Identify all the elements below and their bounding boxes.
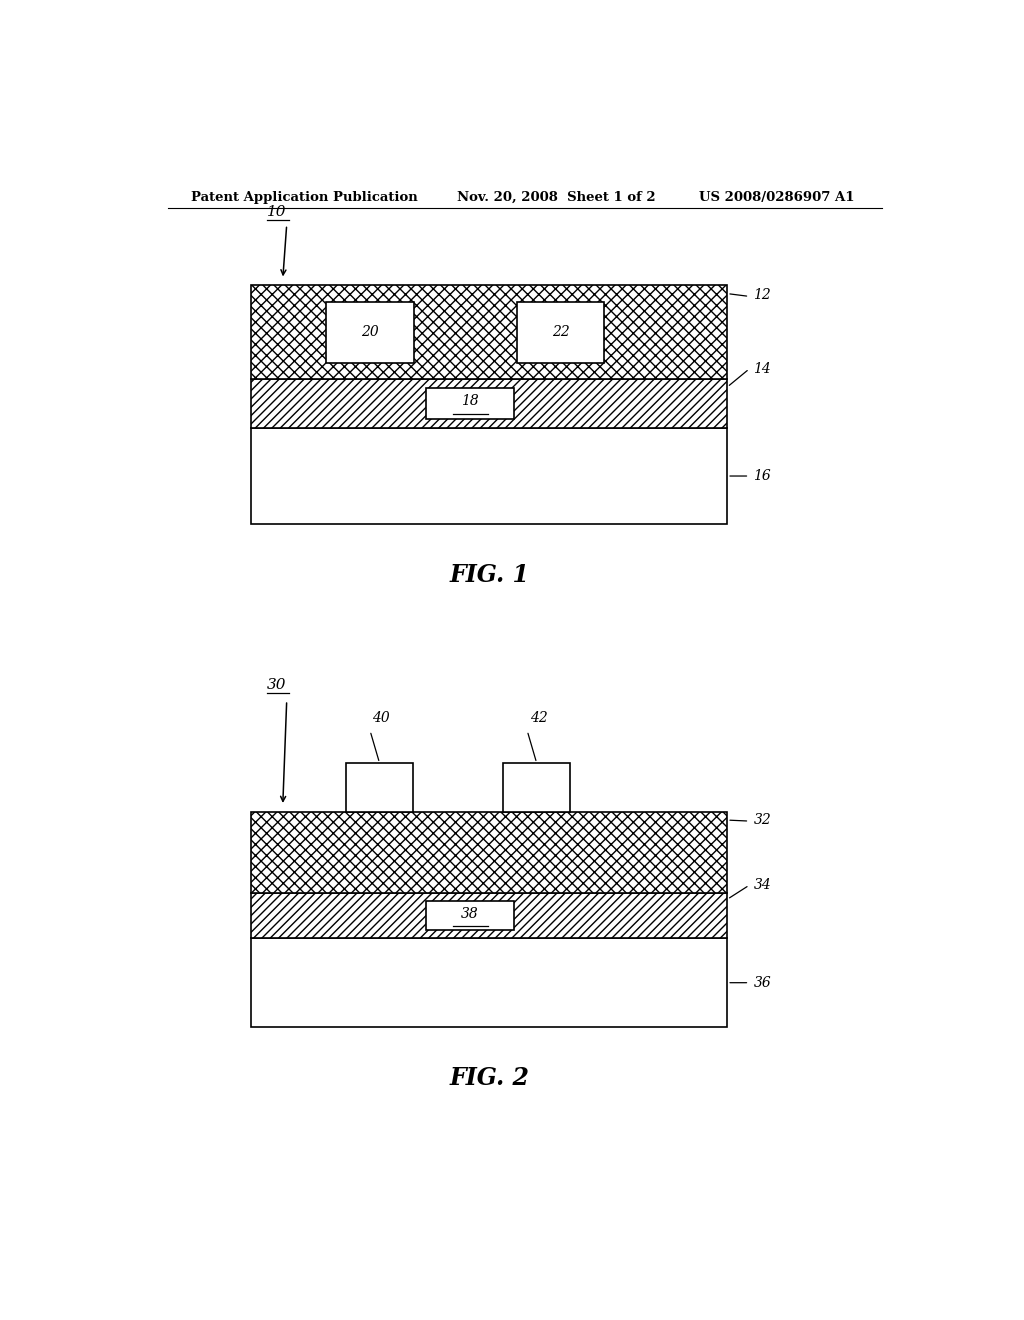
Text: 36: 36 [754,975,771,990]
Bar [251,379,727,428]
Text: 42: 42 [529,710,547,725]
Bar [251,812,727,894]
Text: FIG. 1: FIG. 1 [450,564,529,587]
Bar [251,894,727,939]
Text: FIG. 2: FIG. 2 [450,1067,529,1090]
Bar [503,763,570,812]
Text: 22: 22 [552,325,569,339]
Text: 18: 18 [461,395,479,408]
Text: 14: 14 [754,362,771,376]
Text: 10: 10 [267,206,287,219]
Text: 30: 30 [267,678,287,692]
Text: 34: 34 [754,878,771,892]
Bar [426,388,514,418]
Text: Nov. 20, 2008  Sheet 1 of 2: Nov. 20, 2008 Sheet 1 of 2 [458,190,656,203]
Text: 16: 16 [754,469,771,483]
Text: 20: 20 [361,325,379,339]
Bar [426,902,514,929]
Bar [251,285,727,379]
Bar [346,763,414,812]
Text: 32: 32 [754,813,771,828]
Text: US 2008/0286907 A1: US 2008/0286907 A1 [699,190,855,203]
Text: 38: 38 [461,907,479,920]
Bar [327,302,414,363]
Text: 40: 40 [373,710,390,725]
Bar [251,939,727,1027]
Bar [517,302,604,363]
Text: Patent Application Publication: Patent Application Publication [191,190,418,203]
Bar [251,428,727,524]
Text: 12: 12 [754,288,771,302]
